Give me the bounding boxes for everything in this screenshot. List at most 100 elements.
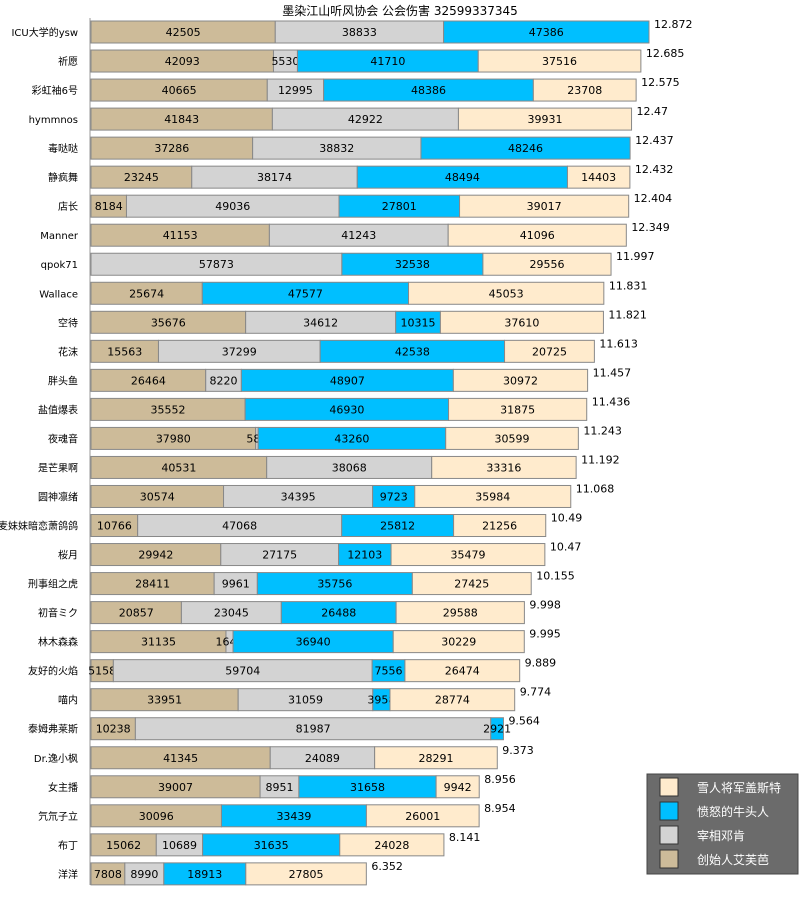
row-name-label: 胖头鱼 bbox=[48, 374, 78, 387]
segment-value-label: 48246 bbox=[508, 142, 543, 155]
bar-segment bbox=[443, 20, 650, 44]
segment-value-label: 49036 bbox=[215, 200, 250, 213]
bar-segment bbox=[395, 601, 525, 625]
row-total-label: 11.997 bbox=[616, 250, 655, 263]
row-total-label: 10.155 bbox=[536, 570, 575, 583]
segment-value-label: 41710 bbox=[370, 55, 405, 68]
row-name-label: 麦妹妹暗恋萧鸽鸽 bbox=[0, 520, 78, 533]
segment-value-label: 38174 bbox=[257, 171, 292, 184]
segment-value-label: 5530 bbox=[271, 55, 299, 68]
segment-value-label: 48907 bbox=[330, 374, 365, 387]
row-total-label: 8.956 bbox=[484, 773, 516, 786]
segment-value-label: 27425 bbox=[454, 578, 489, 591]
row-name-label: qpok71 bbox=[41, 260, 78, 271]
bar-row: 毒哒哒 37286 38832 48246 12.437 bbox=[48, 134, 674, 160]
segment-value-label: 41096 bbox=[520, 229, 555, 242]
legend-swatch bbox=[659, 825, 679, 845]
row-total-label: 11.613 bbox=[599, 337, 638, 350]
bar-row: ICU大学的ysw 42505 38833 47386 12.872 bbox=[11, 18, 693, 44]
row-name-label: ICU大学的ysw bbox=[11, 26, 78, 39]
row-name-label: 桜月 bbox=[58, 549, 78, 562]
segment-value-label: 42093 bbox=[165, 55, 200, 68]
bar-segment bbox=[411, 572, 532, 596]
bar-row: 氕氘子立 30096 33439 26001 8.954 bbox=[38, 802, 516, 828]
legend-label: 宰相邓肯 bbox=[697, 828, 745, 843]
segment-value-label: 39007 bbox=[158, 781, 193, 794]
row-name-label: 布丁 bbox=[58, 840, 78, 852]
segment-value-label: 41153 bbox=[163, 229, 198, 242]
segment-value-label: 30972 bbox=[503, 374, 538, 387]
bar-row: 花沫 15563 37299 42538 20725 11.613 bbox=[58, 337, 638, 363]
segment-value-label: 41243 bbox=[341, 229, 376, 242]
bar-row: 桜月 29942 27175 12103 35479 10.47 bbox=[58, 541, 582, 567]
bar-segment bbox=[532, 78, 637, 102]
segment-value-label: 30599 bbox=[495, 432, 530, 445]
segment-value-label: 24028 bbox=[374, 839, 409, 852]
segment-value-label: 26001 bbox=[405, 810, 440, 823]
segment-value-label: 36940 bbox=[296, 636, 331, 649]
segment-value-label: 41843 bbox=[164, 113, 199, 126]
row-total-label: 11.068 bbox=[576, 482, 615, 495]
segment-value-label: 27175 bbox=[262, 549, 297, 562]
segment-value-label: 29942 bbox=[138, 549, 173, 562]
bar-segment bbox=[459, 194, 630, 218]
segment-value-label: 9942 bbox=[444, 781, 472, 794]
segment-value-label: 45053 bbox=[489, 287, 524, 300]
legend-label: 愤怒的牛头人 bbox=[697, 804, 769, 819]
bar-segment bbox=[245, 862, 367, 886]
segment-value-label: 47386 bbox=[529, 26, 564, 39]
segment-value-label: 35552 bbox=[151, 403, 186, 416]
segment-value-label: 42922 bbox=[348, 113, 383, 126]
row-name-label: hymmnos bbox=[29, 115, 78, 126]
row-total-label: 9.889 bbox=[525, 657, 557, 670]
bar-row: 喵内 33951 31059 3958 28774 9.774 bbox=[58, 686, 551, 712]
segment-value-label: 57873 bbox=[199, 258, 234, 271]
bar-row: 麦妹妹暗恋萧鸽鸽 10766 47068 25812 21256 10.49 bbox=[0, 512, 582, 538]
segment-value-label: 9961 bbox=[222, 578, 250, 591]
bar-segment bbox=[404, 659, 521, 683]
segment-value-label: 10238 bbox=[96, 723, 131, 736]
segment-value-label: 38068 bbox=[332, 461, 367, 474]
row-name-label: 祈愿 bbox=[58, 56, 78, 68]
bar-segment bbox=[447, 223, 627, 247]
row-name-label: 夜魂音 bbox=[48, 432, 78, 445]
segment-value-label: 42505 bbox=[166, 26, 201, 39]
segment-value-label: 9723 bbox=[380, 490, 408, 503]
row-total-label: 11.457 bbox=[593, 366, 632, 379]
segment-value-label: 81987 bbox=[296, 723, 331, 736]
segment-value-label: 35984 bbox=[475, 490, 510, 503]
chart-title: 墨染江山听风协会 公会伤害 32599337345 bbox=[282, 3, 518, 18]
segment-value-label: 28774 bbox=[435, 694, 470, 707]
row-name-label: 是芒果啊 bbox=[38, 461, 78, 474]
segment-value-label: 15062 bbox=[106, 839, 141, 852]
segment-value-label: 8951 bbox=[265, 781, 293, 794]
bar-rows: ICU大学的ysw 42505 38833 47386 12.872 祈愿 42093 553… bbox=[0, 18, 693, 886]
row-total-label: 10.47 bbox=[550, 541, 582, 554]
bar-segment bbox=[435, 775, 480, 799]
bar-segment bbox=[439, 310, 604, 334]
row-total-label: 11.436 bbox=[592, 395, 631, 408]
bar-segment bbox=[392, 630, 525, 654]
row-name-label: Wallace bbox=[39, 289, 78, 300]
segment-value-label: 35676 bbox=[151, 316, 186, 329]
bar-row: 初音ミク 20857 23045 26488 29588 9.998 bbox=[38, 599, 561, 625]
segment-value-label: 35756 bbox=[317, 578, 352, 591]
segment-value-label: 33316 bbox=[486, 461, 521, 474]
bar-segment bbox=[339, 833, 445, 857]
row-total-label: 11.831 bbox=[609, 279, 648, 292]
row-total-label: 9.564 bbox=[508, 715, 540, 728]
segment-value-label: 31658 bbox=[350, 781, 385, 794]
segment-value-label: 3958 bbox=[367, 694, 395, 707]
segment-value-label: 24089 bbox=[305, 752, 340, 765]
segment-value-label: 30574 bbox=[140, 490, 175, 503]
segment-value-label: 31059 bbox=[288, 694, 323, 707]
segment-value-label: 23045 bbox=[214, 607, 249, 620]
row-name-label: 初音ミク bbox=[38, 607, 78, 620]
segment-value-label: 25674 bbox=[129, 287, 164, 300]
bar-segment bbox=[566, 165, 631, 189]
segment-value-label: 7556 bbox=[375, 665, 403, 678]
bar-segment bbox=[390, 543, 546, 567]
